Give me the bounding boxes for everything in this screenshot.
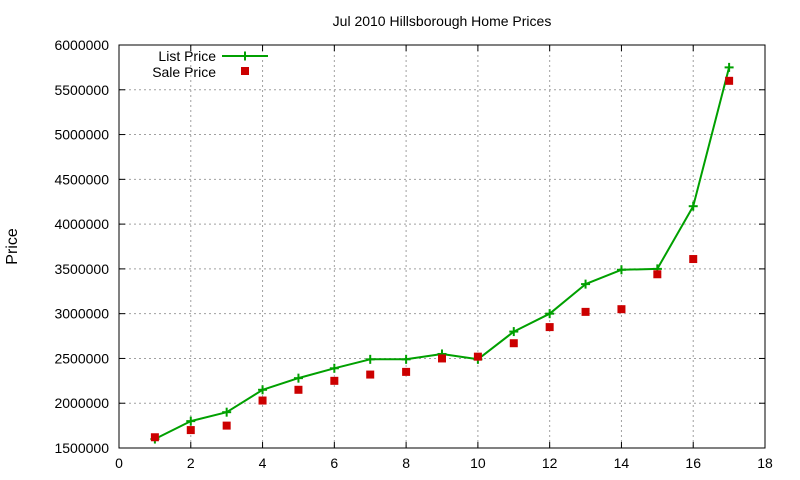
list-price-point [616,265,626,275]
list-price-point [258,385,268,395]
y-tick-label: 4500000 [54,171,109,187]
sale-price-point [330,376,339,385]
list-price-point [293,373,303,383]
legend-label-sale-price: Sale Price [152,64,216,80]
y-tick-label: 3500000 [54,261,109,277]
x-tick-label: 18 [757,455,773,471]
legend-swatch-sale-price [241,67,249,75]
y-tick-label: 3000000 [54,306,109,322]
legend: List Price Sale Price [152,48,268,80]
legend-marker-list-price [240,51,250,61]
sale-price-point [150,433,159,442]
series [150,62,734,444]
legend-swatches [222,51,268,75]
y-tick-label: 2000000 [54,395,109,411]
sale-price-point [402,367,411,376]
sale-price-point [545,323,554,332]
sale-price-point [294,385,303,394]
sale-price-point [222,421,231,430]
list-price-point [365,354,375,364]
list-price-point [401,354,411,364]
y-tick-label: 4000000 [54,216,109,232]
sale-price-point [473,352,482,361]
sale-price-point [689,255,698,264]
x-tick-label: 0 [115,455,123,471]
list-price-point [186,416,196,426]
sale-price-point [438,354,446,363]
sale-price-point [725,76,734,85]
list-price-point [724,62,734,72]
x-tick-label: 2 [187,455,195,471]
sale-price-point [653,270,662,279]
sale-price-point [581,307,590,316]
y-tick-label: 2500000 [54,350,109,366]
sale-price-point [258,396,267,405]
y-tick-label: 1500000 [54,440,109,456]
y-tick-label: 5000000 [54,127,109,143]
x-tick-label: 12 [542,455,558,471]
sale-price-point [366,370,375,379]
sale-price-point [509,339,518,348]
chart-title: Jul 2010 Hillsborough Home Prices [333,13,552,29]
plot-frame [118,44,766,449]
x-tick-label: 16 [685,455,701,471]
x-tick-label: 4 [259,455,267,471]
list-price-point [688,201,698,211]
sale-price-point [186,426,195,435]
y-axis-label: Price [4,228,21,265]
legend-label-list-price: List Price [158,48,216,64]
list-price-point [509,327,519,337]
list-price-point [222,407,232,417]
sale-price-point [617,305,626,314]
y-tick-label: 5500000 [54,82,109,98]
axis-ticks: 0 2 4 6 8 10 12 14 16 18 1500000 2000000 2500000 3000… [54,37,773,471]
y-tick-label: 6000000 [54,37,109,53]
x-tick-label: 10 [470,455,486,471]
grid [119,45,765,448]
x-tick-label: 14 [614,455,630,471]
list-price-point [329,363,339,373]
list-price-point [581,279,591,289]
x-tick-label: 6 [330,455,338,471]
x-tick-label: 8 [402,455,410,471]
list-price-point [545,309,555,319]
